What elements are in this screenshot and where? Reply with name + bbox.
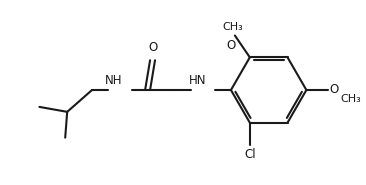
Text: O: O — [148, 41, 157, 54]
Text: HN: HN — [188, 74, 206, 87]
Text: NH: NH — [105, 74, 123, 87]
Text: O: O — [329, 83, 339, 95]
Text: Cl: Cl — [244, 149, 255, 162]
Text: O: O — [227, 39, 236, 52]
Text: CH₃: CH₃ — [223, 21, 243, 32]
Text: CH₃: CH₃ — [340, 94, 361, 104]
